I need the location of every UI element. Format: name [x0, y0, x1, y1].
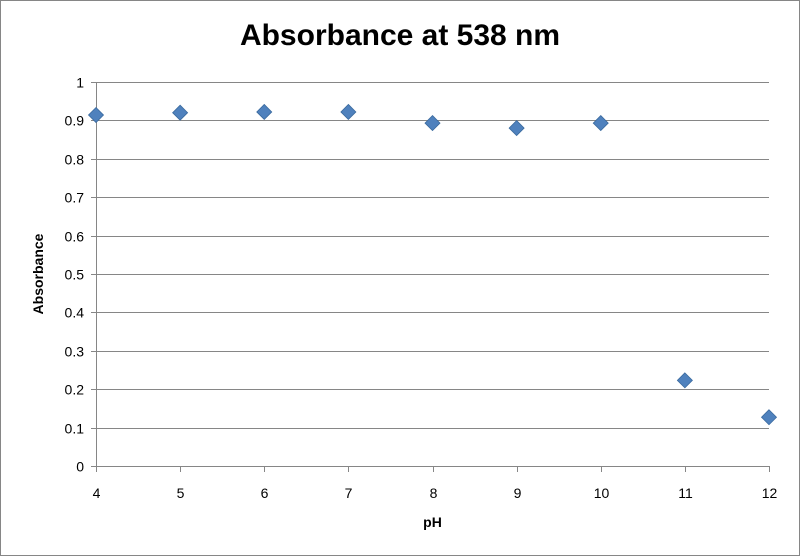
data-point: [760, 409, 778, 426]
tick-label-layer: 0 0.1 0.2 0.3 0.4 0.5 0.6 0.7 0.8 0.9 1 4 5 6 7 8 9 10 11 1…: [65, 75, 778, 502]
x-tick-label: 5: [177, 485, 185, 501]
y-tick-label: 0.7: [65, 190, 85, 206]
data-point: [87, 106, 105, 124]
data-point: [508, 120, 525, 137]
y-tick-label: 0.6: [65, 229, 85, 245]
data-point: [340, 103, 357, 121]
y-axis-title: Absorbance: [30, 233, 46, 314]
data-point: [172, 104, 189, 121]
x-tick-label: 7: [345, 485, 353, 501]
x-tick-label: 6: [261, 485, 269, 501]
y-tick-label: 0.5: [65, 267, 85, 283]
y-tick-label: 0.9: [65, 113, 85, 129]
x-tick-label: 9: [514, 485, 522, 501]
y-tick-label: 1: [76, 75, 84, 91]
data-point: [592, 115, 609, 132]
chart-title: Absorbance at 538 nm: [239, 19, 561, 52]
x-tick-label: 12: [762, 485, 778, 501]
data-point: [424, 115, 441, 132]
y-tick-label: 0.8: [65, 152, 85, 168]
marker-layer: [87, 103, 778, 426]
y-tick-label: 0.2: [65, 382, 85, 398]
data-point: [676, 372, 693, 389]
x-tick-label: 4: [93, 485, 101, 501]
grid-layer: [96, 82, 769, 429]
x-tick-label: 10: [594, 485, 610, 501]
y-tick-label: 0.4: [65, 305, 85, 321]
x-tick-label: 11: [678, 485, 693, 501]
y-tick-label: 0.1: [65, 421, 85, 437]
data-point: [256, 103, 273, 121]
axis-layer: [91, 82, 770, 472]
x-tick-label: 8: [430, 485, 438, 501]
y-tick-label: 0: [76, 459, 84, 475]
x-axis-title: pH: [423, 514, 442, 530]
y-tick-label: 0.3: [65, 344, 85, 360]
